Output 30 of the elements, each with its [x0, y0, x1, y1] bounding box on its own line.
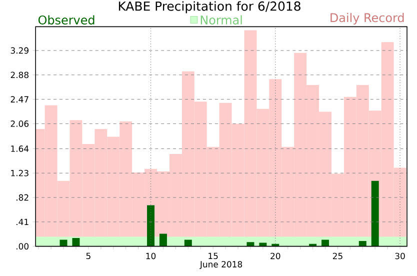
x-tick-label: 20 — [270, 252, 280, 260]
x-axis-title: June 2018 — [200, 261, 242, 270]
x-tick-label: 10 — [146, 252, 156, 260]
legend-label: Normal — [200, 15, 242, 25]
x-tick-label: 5 — [86, 252, 90, 260]
y-tick-label: 1.64 — [11, 146, 29, 152]
chart-title: KABE Precipitation for 6/2018 — [118, 1, 300, 14]
bar — [147, 205, 154, 246]
bar — [60, 240, 68, 246]
y-tick-label: .82 — [16, 194, 28, 201]
y-tick-label: 3.29 — [10, 47, 28, 54]
bar — [259, 242, 267, 246]
bar — [371, 180, 379, 246]
y-tick-label: .41 — [16, 218, 28, 225]
series-label: Daily Record — [330, 12, 404, 24]
y-tick-label: 1.23 — [11, 170, 28, 176]
x-tick-label: 30 — [395, 252, 405, 260]
y-tick-label: .00 — [16, 243, 29, 250]
bar — [184, 240, 192, 246]
y-tick-label: 2.06 — [10, 120, 29, 127]
x-tick-label: 25 — [332, 252, 342, 260]
bar — [72, 238, 80, 246]
bar — [159, 234, 167, 246]
bar — [246, 242, 254, 246]
y-tick-label: 2.47 — [10, 96, 28, 102]
x-tick-label: 15 — [208, 252, 218, 260]
y-tick-label: 2.88 — [10, 72, 28, 78]
text: Observed — [38, 15, 94, 25]
bar — [358, 240, 366, 246]
bar — [322, 240, 329, 246]
